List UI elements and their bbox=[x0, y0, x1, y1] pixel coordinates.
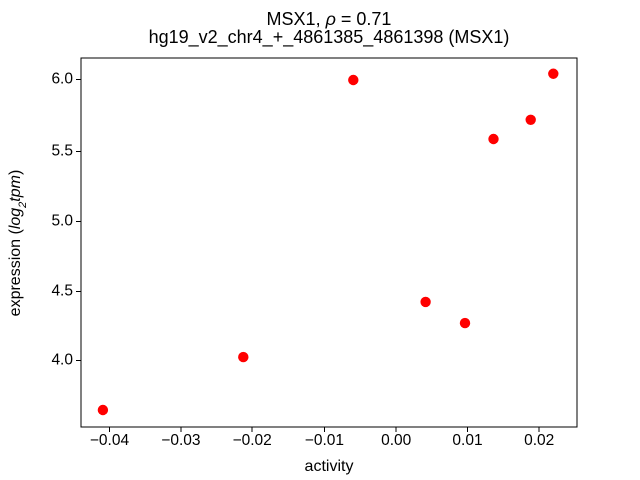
svg-text:hg19_v2_chr4_+_4861385_4861398: hg19_v2_chr4_+_4861385_4861398 (MSX1) bbox=[149, 27, 510, 48]
svg-text:activity: activity bbox=[305, 458, 354, 475]
svg-text:expression (log2tpm): expression (log2tpm) bbox=[7, 170, 29, 317]
svg-text:5.5: 5.5 bbox=[51, 142, 73, 159]
svg-text:0.01: 0.01 bbox=[452, 432, 482, 449]
svg-text:5.0: 5.0 bbox=[51, 213, 73, 230]
svg-text:0.00: 0.00 bbox=[381, 432, 412, 449]
svg-text:−0.03: −0.03 bbox=[161, 432, 200, 449]
svg-text:4.0: 4.0 bbox=[51, 351, 73, 368]
svg-text:−0.01: −0.01 bbox=[305, 432, 344, 449]
svg-text:−0.02: −0.02 bbox=[233, 432, 272, 449]
svg-text:6.0: 6.0 bbox=[51, 71, 73, 88]
svg-text:−0.04: −0.04 bbox=[90, 432, 130, 449]
svg-text:4.5: 4.5 bbox=[51, 283, 73, 300]
svg-text:MSX1, ρ = 0.71: MSX1, ρ = 0.71 bbox=[267, 9, 392, 29]
svg-text:0.02: 0.02 bbox=[524, 432, 554, 449]
